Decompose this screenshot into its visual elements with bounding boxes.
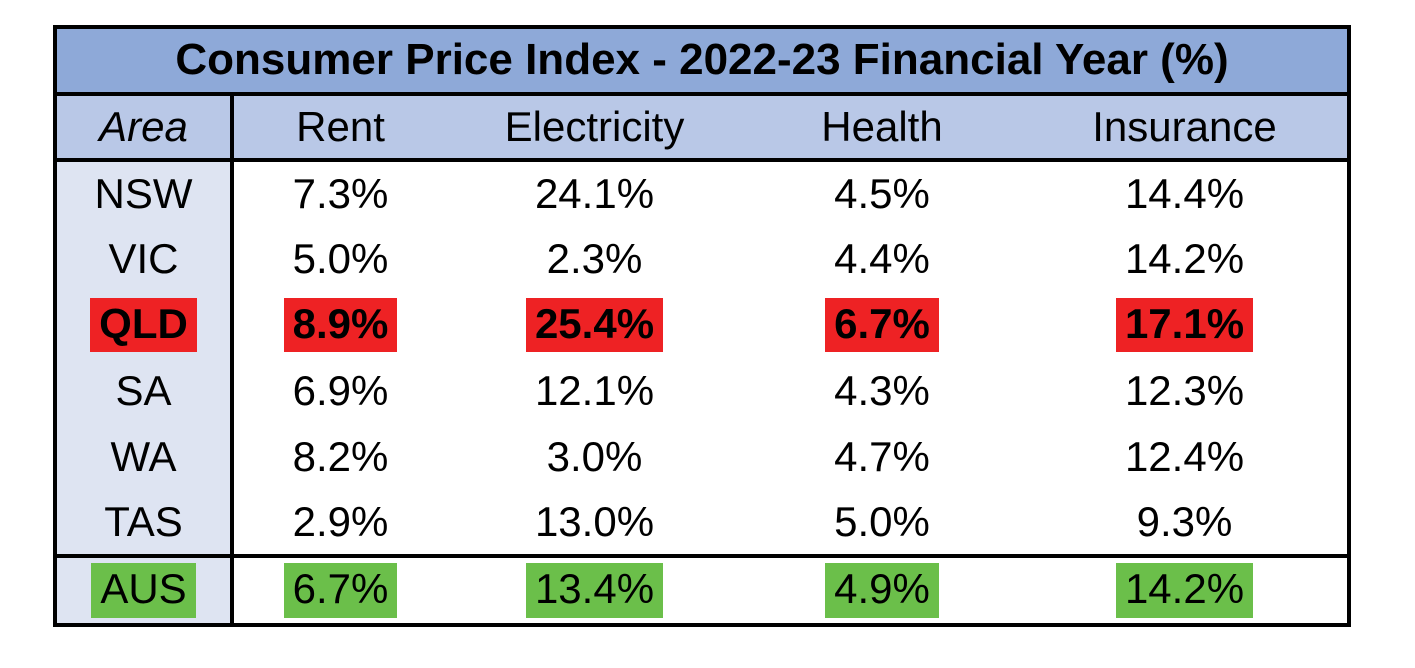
value-cell-qld-health: 6.7%	[742, 292, 1022, 358]
value-text: 5.0%	[834, 497, 930, 545]
table-title: Consumer Price Index - 2022-23 Financial…	[55, 27, 1349, 96]
table-row-wa: WA 8.2% 3.0% 4.7% 12.4%	[55, 424, 1349, 490]
value-cell-tas-electricity: 13.0%	[447, 490, 742, 556]
area-label-sa: SA	[55, 358, 234, 424]
area-label-qld: QLD	[55, 292, 234, 358]
value-cell-sa-electricity: 12.1%	[447, 358, 742, 424]
value-cell-tas-rent: 2.9%	[232, 490, 447, 556]
value-cell-wa-insurance: 12.4%	[1022, 424, 1349, 490]
value-cell-aus-rent: 6.7%	[232, 556, 447, 625]
value-text: 12.4%	[1124, 432, 1245, 480]
column-header-electricity: Electricity	[447, 94, 742, 162]
value-text: 13.4%	[525, 563, 664, 618]
column-header-health: Health	[742, 94, 1022, 162]
value-cell-nsw-health: 4.5%	[742, 160, 1022, 226]
value-cell-vic-health: 4.4%	[742, 226, 1022, 292]
value-text: 4.5%	[834, 169, 930, 217]
value-text: 14.2%	[1124, 234, 1245, 282]
value-text: 5.0%	[292, 234, 389, 282]
value-text: 8.2%	[292, 432, 389, 480]
value-text: 7.3%	[292, 169, 389, 217]
value-text: 2.3%	[546, 234, 643, 282]
area-text: VIC	[108, 234, 179, 282]
value-cell-tas-insurance: 9.3%	[1022, 490, 1349, 556]
value-cell-nsw-electricity: 24.1%	[447, 160, 742, 226]
value-cell-wa-rent: 8.2%	[232, 424, 447, 490]
column-header-area: Area	[55, 94, 234, 162]
value-cell-aus-health: 4.9%	[742, 556, 1022, 625]
value-cell-nsw-rent: 7.3%	[232, 160, 447, 226]
value-text: 3.0%	[546, 432, 643, 480]
area-text: QLD	[90, 297, 197, 353]
value-text: 12.1%	[534, 366, 655, 414]
value-text: 4.9%	[825, 563, 939, 618]
value-text: 6.7%	[825, 297, 939, 353]
value-cell-aus-electricity: 13.4%	[447, 556, 742, 625]
value-text: 25.4%	[525, 297, 664, 353]
value-text: 4.4%	[834, 234, 930, 282]
value-cell-qld-electricity: 25.4%	[447, 292, 742, 358]
value-text: 13.0%	[534, 497, 655, 545]
value-cell-vic-electricity: 2.3%	[447, 226, 742, 292]
value-text: 14.4%	[1124, 169, 1245, 217]
value-text: 6.9%	[292, 366, 389, 414]
area-label-vic: VIC	[55, 226, 234, 292]
area-text: TAS	[104, 497, 183, 545]
area-label-aus: AUS	[55, 556, 234, 625]
area-label-tas: TAS	[55, 490, 234, 556]
value-cell-nsw-insurance: 14.4%	[1022, 160, 1349, 226]
value-cell-wa-electricity: 3.0%	[447, 424, 742, 490]
value-cell-sa-insurance: 12.3%	[1022, 358, 1349, 424]
table-row-aus: AUS 6.7% 13.4% 4.9% 14.2%	[55, 556, 1349, 625]
area-text: NSW	[94, 169, 193, 217]
value-text: 12.3%	[1124, 366, 1245, 414]
value-cell-aus-insurance: 14.2%	[1022, 556, 1349, 625]
value-text: 4.3%	[834, 366, 930, 414]
value-text: 9.3%	[1136, 497, 1233, 545]
value-cell-wa-health: 4.7%	[742, 424, 1022, 490]
value-cell-sa-health: 4.3%	[742, 358, 1022, 424]
column-header-rent: Rent	[232, 94, 447, 162]
area-text: AUS	[91, 563, 196, 618]
value-cell-vic-rent: 5.0%	[232, 226, 447, 292]
area-text: WA	[110, 432, 177, 480]
column-header-insurance: Insurance	[1022, 94, 1349, 162]
value-cell-qld-insurance: 17.1%	[1022, 292, 1349, 358]
table-row-sa: SA 6.9% 12.1% 4.3% 12.3%	[55, 358, 1349, 424]
table-row-tas: TAS 2.9% 13.0% 5.0% 9.3%	[55, 490, 1349, 556]
area-label-nsw: NSW	[55, 160, 234, 226]
table-title-row: Consumer Price Index - 2022-23 Financial…	[55, 27, 1349, 96]
area-label-wa: WA	[55, 424, 234, 490]
table-row-vic: VIC 5.0% 2.3% 4.4% 14.2%	[55, 226, 1349, 292]
column-header-row: Area Rent Electricity Health Insurance	[55, 94, 1349, 162]
table-row-qld: QLD 8.9% 25.4% 6.7% 17.1%	[55, 292, 1349, 358]
value-text: 8.9%	[283, 297, 398, 353]
area-text: SA	[115, 366, 172, 414]
value-cell-vic-insurance: 14.2%	[1022, 226, 1349, 292]
value-cell-qld-rent: 8.9%	[232, 292, 447, 358]
value-text: 4.7%	[834, 432, 930, 480]
value-text: 2.9%	[292, 497, 389, 545]
value-cell-sa-rent: 6.9%	[232, 358, 447, 424]
value-text: 6.7%	[283, 563, 398, 618]
value-text: 14.2%	[1115, 563, 1254, 618]
value-cell-tas-health: 5.0%	[742, 490, 1022, 556]
cpi-table: Consumer Price Index - 2022-23 Financial…	[53, 25, 1351, 627]
table-row-nsw: NSW 7.3% 24.1% 4.5% 14.4%	[55, 160, 1349, 226]
value-text: 17.1%	[1115, 297, 1254, 353]
value-text: 24.1%	[534, 169, 655, 217]
